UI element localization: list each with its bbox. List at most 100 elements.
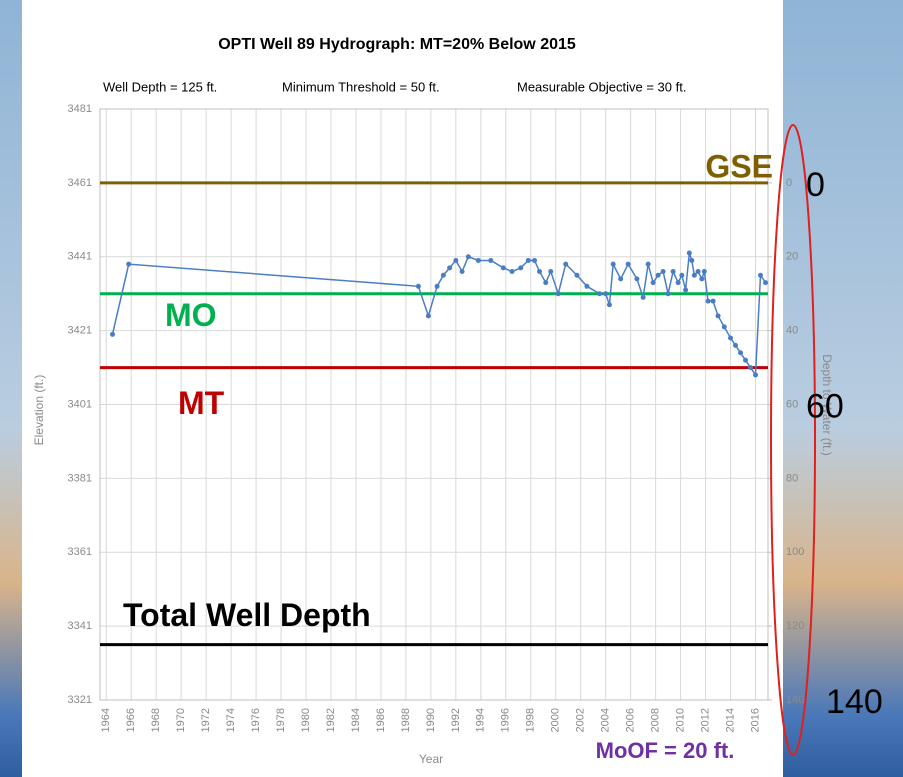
data-point <box>475 257 481 263</box>
x-tick-label: 2010 <box>675 708 687 732</box>
y2-tick-label: 100 <box>786 546 804 558</box>
data-point <box>728 335 734 341</box>
note: Minimum Threshold = 50 ft. <box>282 79 440 94</box>
x-axis-label: Year <box>419 752 443 766</box>
data-point <box>710 298 716 304</box>
data-point <box>689 257 695 263</box>
data-point <box>665 291 671 297</box>
data-point <box>715 313 721 319</box>
data-point <box>440 272 446 278</box>
y2-tick-label: 40 <box>786 325 798 337</box>
x-tick-label: 2014 <box>724 708 736 732</box>
data-point <box>548 269 554 275</box>
data-point <box>618 276 624 282</box>
y2-tick-label: 140 <box>786 694 804 706</box>
y2-tick-label: 60 <box>786 398 798 410</box>
data-point <box>679 272 685 278</box>
x-tick-label: 1980 <box>300 708 312 732</box>
y-tick-label: 3441 <box>68 251 92 263</box>
data-point <box>109 331 115 337</box>
x-tick-label: 1968 <box>150 708 162 732</box>
x-tick-label: 2016 <box>749 708 761 732</box>
data-point <box>738 350 744 356</box>
data-point <box>721 324 727 330</box>
y-tick-label: 3361 <box>68 546 92 558</box>
depth-callout: 60 <box>806 387 844 425</box>
data-point <box>748 365 754 371</box>
data-point <box>537 269 543 275</box>
y2-tick-label: 20 <box>786 251 798 263</box>
data-point <box>634 276 640 282</box>
x-tick-label: 1974 <box>225 708 237 732</box>
data-point <box>555 291 561 297</box>
data-point <box>574 272 580 278</box>
x-tick-label: 1994 <box>475 708 487 732</box>
data-point <box>660 269 666 275</box>
data-point <box>655 272 661 278</box>
data-point <box>686 250 692 256</box>
data-point <box>603 291 609 297</box>
x-tick-label: 2012 <box>699 708 711 732</box>
y-tick-label: 3401 <box>68 398 92 410</box>
chart-panel <box>22 0 783 777</box>
highlight-ellipse <box>770 124 816 756</box>
chart-title: OPTI Well 89 Hydrograph: MT=20% Below 20… <box>218 36 576 53</box>
depth-callout: 0 <box>806 166 825 204</box>
x-tick-label: 1964 <box>100 708 112 732</box>
data-point <box>753 372 759 378</box>
data-point <box>584 283 590 289</box>
data-point <box>691 272 697 278</box>
annotation: MoOF = 20 ft. <box>596 738 735 763</box>
reference-label: Total Well Depth <box>123 597 371 633</box>
reference-label: MO <box>165 297 217 333</box>
data-point <box>701 269 707 275</box>
data-point <box>453 257 459 263</box>
x-tick-label: 1998 <box>525 708 537 732</box>
x-tick-label: 1990 <box>425 708 437 732</box>
data-point <box>705 298 711 304</box>
data-point <box>640 294 646 300</box>
data-point <box>425 313 431 319</box>
data-point <box>434 283 440 289</box>
data-point <box>532 257 538 263</box>
y2-tick-label: 0 <box>786 177 792 189</box>
data-point <box>563 261 569 267</box>
y-tick-label: 3461 <box>68 177 92 189</box>
data-point <box>465 254 471 260</box>
reference-label: MT <box>178 385 225 421</box>
y2-tick-label: 80 <box>786 472 798 484</box>
y-tick-label: 3381 <box>68 472 92 484</box>
y-axis-label: Elevation (ft.) <box>32 375 46 446</box>
x-tick-label: 1972 <box>200 708 212 732</box>
data-point <box>459 269 465 275</box>
note: Well Depth = 125 ft. <box>103 79 217 94</box>
data-point <box>675 280 681 286</box>
x-tick-label: 1996 <box>500 708 512 732</box>
data-point <box>488 257 494 263</box>
x-tick-label: 2008 <box>650 708 662 732</box>
data-point <box>518 265 524 271</box>
x-tick-label: 1978 <box>275 708 287 732</box>
y2-axis-label: Depth to Water (ft.) <box>820 354 834 456</box>
y-tick-label: 3321 <box>68 694 92 706</box>
x-tick-label: 1992 <box>450 708 462 732</box>
x-tick-label: 1988 <box>400 708 412 732</box>
data-point <box>610 261 616 267</box>
data-point <box>743 357 749 363</box>
reference-label: GSE <box>705 148 773 184</box>
x-tick-label: 2006 <box>625 708 637 732</box>
data-point <box>733 342 739 348</box>
data-point <box>763 280 769 286</box>
data-point <box>625 261 631 267</box>
depth-callout: 140 <box>826 683 883 721</box>
x-tick-label: 1966 <box>125 708 137 732</box>
x-tick-label: 2002 <box>575 708 587 732</box>
data-point <box>645 261 651 267</box>
data-point <box>126 261 132 267</box>
y2-tick-label: 120 <box>786 620 804 632</box>
note: Measurable Objective = 30 ft. <box>517 79 686 94</box>
data-point <box>543 280 549 286</box>
x-tick-label: 1982 <box>325 708 337 732</box>
x-tick-label: 1970 <box>175 708 187 732</box>
